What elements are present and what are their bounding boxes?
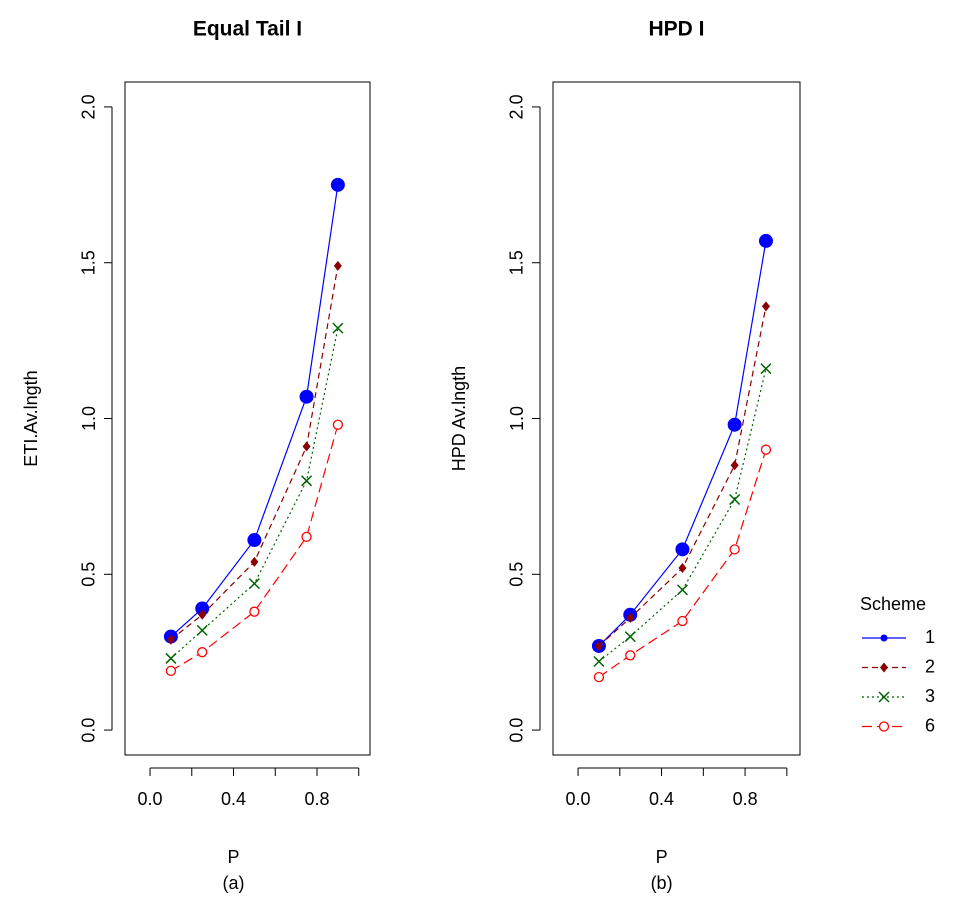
y-tick-label: 1.5: [507, 250, 527, 275]
y-tick-label: 1.5: [79, 250, 99, 275]
x-axis-label: P: [656, 847, 668, 867]
y-axis-label: HPD Av.lngth: [449, 366, 469, 471]
marker: [624, 631, 636, 643]
marker: [332, 419, 344, 430]
caption: (a): [223, 873, 245, 893]
marker: [626, 612, 635, 623]
marker: [249, 606, 260, 617]
y-tick-label: 0.0: [507, 718, 527, 743]
legend-label: 2: [925, 656, 935, 676]
marker: [166, 634, 175, 645]
series-line: [170, 184, 339, 638]
marker: [729, 493, 741, 506]
marker: [677, 615, 688, 627]
marker: [330, 177, 345, 192]
marker: [593, 671, 605, 683]
y-tick-label: 2.0: [507, 94, 527, 119]
chart-title: Equal Tail I: [193, 18, 302, 41]
x-axis-label: P: [228, 847, 240, 867]
marker: [301, 475, 313, 487]
marker: [299, 389, 314, 404]
legend-label: 3: [925, 686, 935, 706]
legend-marker: [878, 721, 890, 732]
legend-marker: [878, 691, 890, 703]
marker: [730, 460, 739, 471]
marker: [333, 260, 342, 271]
x-tick-label: 0.4: [221, 789, 246, 809]
marker: [760, 444, 772, 455]
y-tick-label: 0.5: [507, 562, 527, 587]
marker: [165, 652, 177, 664]
chart-title: HPD I: [648, 18, 704, 41]
series-line: [598, 240, 767, 647]
marker: [301, 531, 312, 543]
x-tick-label: 0.0: [138, 789, 163, 809]
caption: (b): [651, 873, 673, 893]
legend-label: 1: [925, 627, 935, 647]
legend-marker: [880, 662, 888, 673]
marker: [593, 655, 605, 668]
legend-label: 6: [925, 715, 935, 735]
plot-box: [552, 81, 801, 756]
x-tick-label: 0.4: [649, 789, 674, 809]
marker: [625, 650, 636, 661]
marker: [758, 233, 773, 248]
marker: [676, 584, 688, 596]
y-tick-label: 2.0: [79, 94, 99, 119]
marker: [678, 563, 687, 574]
legend-title: Scheme: [860, 594, 926, 614]
x-tick-label: 0.8: [304, 789, 329, 809]
marker: [727, 417, 742, 432]
marker: [675, 542, 690, 557]
marker: [165, 665, 177, 677]
marker: [302, 441, 311, 452]
y-tick-label: 0.5: [79, 562, 99, 587]
marker: [332, 322, 344, 334]
marker: [250, 556, 259, 567]
plot-box: [124, 81, 371, 756]
marker: [760, 363, 772, 375]
x-tick-label: 0.8: [733, 789, 758, 809]
y-axis-label: ETI.Av.lngth: [21, 370, 41, 466]
x-tick-label: 0.0: [566, 789, 591, 809]
marker: [197, 647, 208, 658]
marker: [247, 533, 262, 548]
marker: [248, 578, 260, 590]
legend-marker: [880, 634, 888, 642]
marker: [729, 544, 740, 555]
marker: [196, 624, 208, 636]
series-line: [598, 306, 767, 647]
marker: [761, 301, 770, 312]
y-tick-label: 1.0: [507, 406, 527, 431]
series-line: [170, 424, 339, 672]
y-tick-label: 1.0: [79, 406, 99, 431]
y-tick-label: 0.0: [79, 718, 99, 743]
marker: [594, 640, 603, 651]
marker: [198, 609, 207, 620]
